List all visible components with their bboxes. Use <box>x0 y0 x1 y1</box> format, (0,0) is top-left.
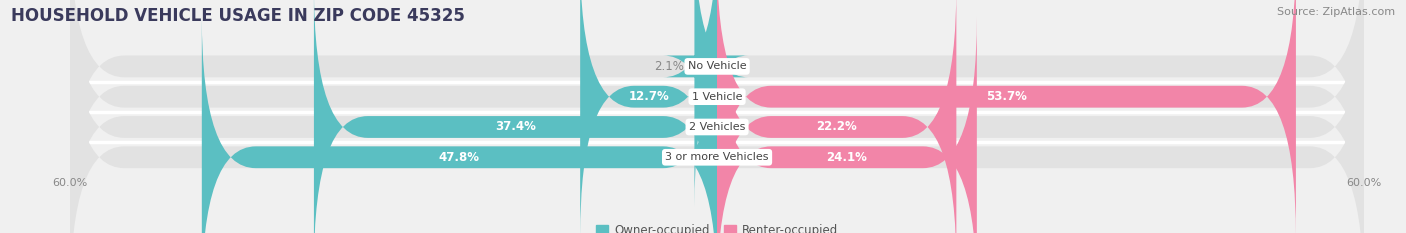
FancyBboxPatch shape <box>717 0 956 233</box>
Legend: Owner-occupied, Renter-occupied: Owner-occupied, Renter-occupied <box>592 219 842 233</box>
FancyBboxPatch shape <box>70 0 1364 233</box>
Text: 12.7%: 12.7% <box>628 90 669 103</box>
Text: 3 or more Vehicles: 3 or more Vehicles <box>665 152 769 162</box>
FancyBboxPatch shape <box>70 0 1364 233</box>
Text: 2 Vehicles: 2 Vehicles <box>689 122 745 132</box>
Text: 1 Vehicle: 1 Vehicle <box>692 92 742 102</box>
Text: HOUSEHOLD VEHICLE USAGE IN ZIP CODE 45325: HOUSEHOLD VEHICLE USAGE IN ZIP CODE 4532… <box>11 7 465 25</box>
FancyBboxPatch shape <box>717 17 977 233</box>
Text: No Vehicle: No Vehicle <box>688 62 747 71</box>
FancyBboxPatch shape <box>581 0 717 233</box>
Text: 24.1%: 24.1% <box>827 151 868 164</box>
FancyBboxPatch shape <box>314 0 717 233</box>
FancyBboxPatch shape <box>70 17 1364 233</box>
FancyBboxPatch shape <box>202 17 717 233</box>
Text: 53.7%: 53.7% <box>986 90 1026 103</box>
Text: 22.2%: 22.2% <box>817 120 858 134</box>
Text: 47.8%: 47.8% <box>439 151 479 164</box>
FancyBboxPatch shape <box>664 0 748 207</box>
Text: 2.1%: 2.1% <box>654 60 683 73</box>
FancyBboxPatch shape <box>717 0 1296 233</box>
Text: 37.4%: 37.4% <box>495 120 536 134</box>
FancyBboxPatch shape <box>70 0 1364 207</box>
Text: Source: ZipAtlas.com: Source: ZipAtlas.com <box>1277 7 1395 17</box>
